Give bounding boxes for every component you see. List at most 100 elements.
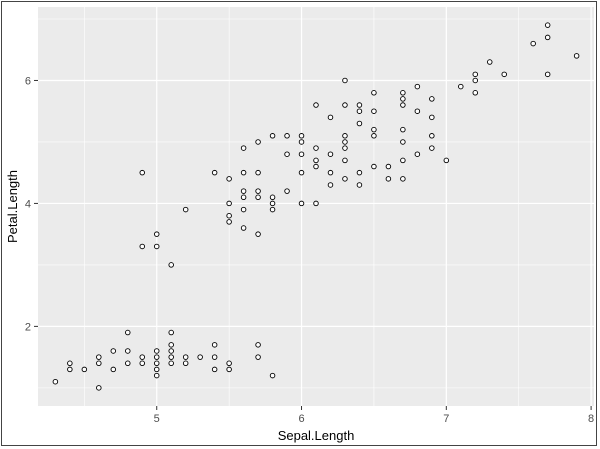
data-point xyxy=(255,231,261,237)
data-point xyxy=(544,34,551,41)
data-point xyxy=(153,348,160,354)
data-point xyxy=(153,372,160,379)
data-point xyxy=(313,145,319,151)
data-point xyxy=(313,200,319,207)
data-point xyxy=(400,102,406,108)
data-point xyxy=(211,366,218,373)
data-point xyxy=(240,225,247,231)
y-tick-label: 6 xyxy=(25,75,31,87)
data-point xyxy=(139,354,145,360)
data-point xyxy=(168,354,174,360)
data-point xyxy=(67,366,73,373)
data-point xyxy=(327,169,334,176)
data-point xyxy=(429,145,435,151)
data-point xyxy=(472,77,479,84)
data-point xyxy=(255,188,261,194)
data-point xyxy=(153,360,160,367)
data-point xyxy=(182,206,189,213)
data-point xyxy=(356,169,363,176)
data-point xyxy=(168,342,174,348)
data-point xyxy=(240,206,247,213)
x-tick-label: 5 xyxy=(154,413,160,425)
data-point xyxy=(458,83,464,90)
data-point xyxy=(573,53,580,59)
data-point xyxy=(153,243,160,250)
data-point xyxy=(168,329,174,336)
data-point xyxy=(240,169,247,176)
data-point xyxy=(255,342,261,348)
plot-panel xyxy=(38,7,594,406)
data-point xyxy=(153,354,160,360)
data-point xyxy=(530,40,536,47)
data-point xyxy=(385,176,392,182)
data-point xyxy=(400,90,406,96)
data-point xyxy=(400,126,406,133)
data-point xyxy=(371,126,377,133)
data-point xyxy=(125,360,131,367)
data-point xyxy=(472,71,479,78)
data-point xyxy=(342,77,348,84)
data-point xyxy=(342,133,348,139)
data-point xyxy=(327,151,334,157)
data-point xyxy=(342,157,348,164)
data-point xyxy=(400,96,406,102)
data-point xyxy=(371,108,377,114)
data-point xyxy=(342,176,348,182)
data-point xyxy=(226,219,232,225)
data-point xyxy=(182,354,189,360)
data-point xyxy=(110,348,117,354)
data-point xyxy=(255,354,261,360)
data-point xyxy=(327,182,334,188)
data-point xyxy=(240,145,247,151)
data-point xyxy=(240,194,247,201)
data-point xyxy=(414,151,421,157)
data-point xyxy=(211,169,218,176)
data-point xyxy=(125,329,131,336)
data-point xyxy=(96,360,102,367)
x-tick-label: 7 xyxy=(443,413,449,425)
data-point xyxy=(400,139,406,145)
data-point xyxy=(226,200,232,207)
data-point xyxy=(240,188,247,194)
data-point xyxy=(371,163,377,170)
data-point xyxy=(255,194,261,201)
data-point xyxy=(487,59,493,65)
data-point xyxy=(472,90,479,96)
data-point xyxy=(168,360,174,367)
data-point xyxy=(342,102,348,108)
data-point xyxy=(544,71,551,78)
data-point xyxy=(269,194,276,201)
y-tick-label: 2 xyxy=(25,321,31,333)
data-point xyxy=(269,133,276,139)
data-point xyxy=(226,366,232,373)
data-point xyxy=(81,366,88,373)
data-point xyxy=(356,102,363,108)
data-point xyxy=(284,188,290,194)
data-point xyxy=(400,157,406,164)
data-point xyxy=(313,163,319,170)
data-point xyxy=(414,108,421,114)
data-point xyxy=(139,360,145,367)
data-point xyxy=(544,22,551,28)
data-point xyxy=(211,354,218,360)
x-tick-label: 6 xyxy=(298,413,304,425)
data-point xyxy=(414,83,421,90)
data-point xyxy=(429,96,435,102)
data-point xyxy=(429,133,435,139)
data-point xyxy=(153,231,160,237)
y-axis-ticks: 2 4 6 xyxy=(25,75,38,333)
data-point xyxy=(313,102,319,108)
data-point xyxy=(313,157,319,164)
data-point xyxy=(226,212,232,219)
x-axis-title: Sepal.Length xyxy=(278,428,355,443)
data-point xyxy=(342,145,348,151)
data-point xyxy=(96,354,102,360)
data-point xyxy=(197,354,203,360)
data-point xyxy=(298,151,305,157)
data-point xyxy=(168,348,174,354)
data-point xyxy=(211,342,218,348)
data-point xyxy=(226,360,232,367)
data-point xyxy=(255,139,261,145)
